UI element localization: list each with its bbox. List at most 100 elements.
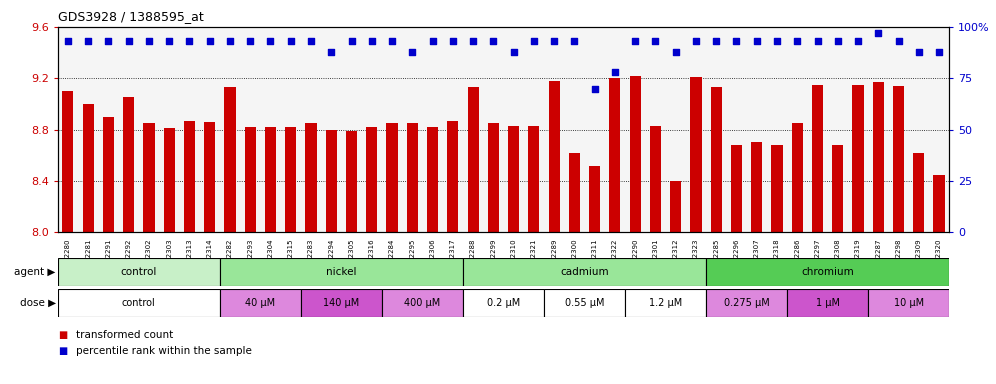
Point	[789, 38, 805, 44]
Bar	[406, 123, 418, 384]
Point	[567, 38, 583, 44]
Text: 400 μM: 400 μM	[404, 298, 440, 308]
Point	[121, 38, 136, 44]
Bar	[83, 104, 94, 384]
Bar	[787, 289, 869, 317]
Text: nickel: nickel	[326, 267, 357, 277]
Point	[242, 38, 258, 44]
Text: 140 μM: 140 μM	[324, 298, 360, 308]
Point	[526, 38, 542, 44]
Bar	[220, 258, 463, 286]
Bar	[625, 289, 706, 317]
Text: ■: ■	[58, 346, 67, 356]
Bar	[285, 127, 297, 384]
Bar	[569, 153, 580, 384]
Bar	[306, 123, 317, 384]
Point	[404, 48, 420, 55]
Bar	[528, 126, 540, 384]
Text: 1.2 μM: 1.2 μM	[649, 298, 682, 308]
Bar	[427, 127, 438, 384]
Bar	[326, 129, 337, 384]
Text: control: control	[121, 267, 157, 277]
Bar	[245, 127, 256, 384]
Bar	[63, 91, 74, 384]
Bar	[812, 84, 823, 384]
Point	[303, 38, 319, 44]
Bar	[184, 121, 195, 384]
Point	[627, 38, 643, 44]
Bar	[544, 289, 625, 317]
Bar	[893, 86, 904, 384]
Text: 0.2 μM: 0.2 μM	[487, 298, 520, 308]
Point	[871, 30, 886, 36]
Point	[161, 38, 177, 44]
Bar	[224, 87, 235, 384]
Bar	[872, 82, 883, 384]
Point	[810, 38, 826, 44]
Bar	[549, 81, 560, 384]
Bar	[508, 126, 519, 384]
Bar	[913, 153, 924, 384]
Text: ■: ■	[58, 330, 67, 340]
Point	[728, 38, 744, 44]
Bar	[381, 289, 463, 317]
Text: GDS3928 / 1388595_at: GDS3928 / 1388595_at	[58, 10, 203, 23]
Text: cadmium: cadmium	[560, 267, 609, 277]
Point	[769, 38, 785, 44]
Bar	[265, 127, 276, 384]
Bar	[792, 123, 803, 384]
Point	[667, 48, 683, 55]
Bar	[751, 142, 762, 384]
Bar	[447, 121, 458, 384]
Point	[445, 38, 461, 44]
Bar	[706, 258, 949, 286]
Point	[506, 48, 522, 55]
Bar	[649, 126, 661, 384]
Bar	[220, 289, 301, 317]
Point	[485, 38, 501, 44]
Bar	[706, 289, 787, 317]
Point	[546, 38, 562, 44]
Bar	[610, 78, 621, 384]
Point	[364, 38, 379, 44]
Bar	[933, 175, 944, 384]
Bar	[629, 76, 640, 384]
Point	[181, 38, 197, 44]
Bar	[731, 145, 742, 384]
Point	[890, 38, 906, 44]
Bar	[346, 131, 358, 384]
Point	[647, 38, 663, 44]
Bar	[833, 145, 844, 384]
Bar	[204, 122, 215, 384]
Point	[141, 38, 157, 44]
Point	[424, 38, 440, 44]
Text: chromium: chromium	[801, 267, 854, 277]
Bar	[670, 181, 681, 384]
Point	[60, 38, 76, 44]
Bar	[103, 117, 114, 384]
Bar	[690, 77, 701, 384]
Point	[283, 38, 299, 44]
Text: 0.275 μM: 0.275 μM	[724, 298, 770, 308]
Bar	[853, 84, 864, 384]
Bar	[463, 289, 544, 317]
Bar	[163, 128, 174, 384]
Point	[749, 38, 765, 44]
Point	[910, 48, 926, 55]
Point	[931, 48, 947, 55]
Point	[202, 38, 218, 44]
Point	[222, 38, 238, 44]
Bar	[869, 289, 949, 317]
Point	[708, 38, 724, 44]
Point	[688, 38, 704, 44]
Bar	[58, 289, 220, 317]
Point	[263, 38, 279, 44]
Bar	[463, 258, 706, 286]
Bar	[772, 145, 783, 384]
Point	[607, 69, 622, 75]
Text: agent ▶: agent ▶	[14, 267, 56, 277]
Point	[324, 48, 340, 55]
Point	[384, 38, 400, 44]
Bar	[488, 123, 499, 384]
Point	[587, 85, 603, 91]
